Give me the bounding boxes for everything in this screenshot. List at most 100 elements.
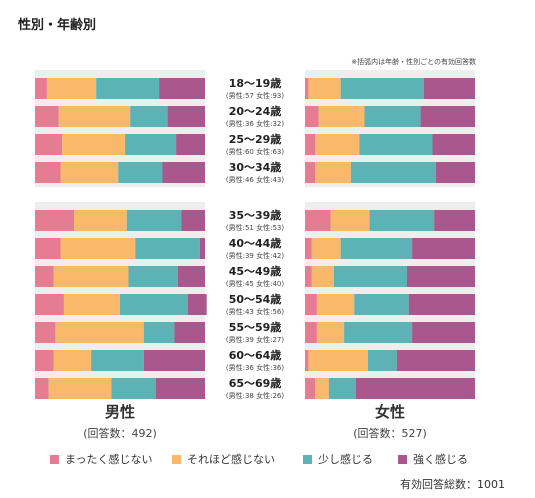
bar-segment xyxy=(305,162,316,183)
bar-segment xyxy=(35,162,61,183)
bar-segment xyxy=(340,238,413,259)
bar-segment xyxy=(315,134,360,155)
bar-segment xyxy=(432,134,475,155)
bar-segment xyxy=(328,378,356,399)
panel-title-male: 男性 xyxy=(105,403,135,421)
bar-segment xyxy=(91,350,144,371)
age-label: 30〜34歳 xyxy=(229,160,282,174)
bar-segment xyxy=(369,210,435,231)
sample-size-label: (男性:39 女性:42) xyxy=(226,251,284,260)
bar-segment xyxy=(318,106,365,127)
bar-segment xyxy=(305,322,317,343)
bar-segment xyxy=(359,134,433,155)
bar-segment xyxy=(305,266,312,287)
bar-segment xyxy=(367,350,397,371)
bar-segment xyxy=(35,106,59,127)
age-label: 20〜24歳 xyxy=(229,104,282,118)
bar-segment xyxy=(305,134,316,155)
legend-swatch xyxy=(172,455,181,464)
bar-segment xyxy=(424,78,475,99)
bar-segment xyxy=(356,378,475,399)
bar-segment xyxy=(396,350,475,371)
sample-size-label: (男性:51 女性:53) xyxy=(226,223,284,232)
age-label: 35〜39歳 xyxy=(229,208,282,222)
bar-segment xyxy=(53,266,129,287)
bar-segment xyxy=(46,78,97,99)
sample-size-label: (男性:43 女性:56) xyxy=(226,307,284,316)
legend-label: それほど感じない xyxy=(187,453,275,466)
bar-segment xyxy=(143,350,205,371)
panel-count-male: (回答数：492) xyxy=(83,426,157,440)
bar-segment xyxy=(35,78,47,99)
bar-segment xyxy=(311,266,334,287)
sample-size-label: (男性:46 女性:43) xyxy=(226,175,284,184)
bar-segment xyxy=(162,162,205,183)
age-label: 65〜69歳 xyxy=(229,376,282,390)
bar-segment xyxy=(305,238,312,259)
bar-segment xyxy=(412,238,475,259)
bar-segment xyxy=(333,266,407,287)
bar-segment xyxy=(316,322,345,343)
panel-title-female: 女性 xyxy=(375,403,405,421)
legend-label: 強く感じる xyxy=(413,453,468,466)
bar-segment xyxy=(181,210,205,231)
bar-segment xyxy=(35,134,63,155)
bar-segment xyxy=(315,378,329,399)
age-label: 50〜54歳 xyxy=(229,292,282,306)
chart-note: ※括弧内は年齢・性別ごとの有効回答数 xyxy=(351,57,476,66)
bar-segment xyxy=(155,378,205,399)
bar-segment xyxy=(350,162,436,183)
bar-segment xyxy=(118,162,163,183)
bar-segment xyxy=(130,106,168,127)
bar-segment xyxy=(176,134,205,155)
age-label: 55〜59歳 xyxy=(229,320,282,334)
bar-segment xyxy=(35,294,64,315)
bar-segment xyxy=(199,238,205,259)
bar-segment xyxy=(74,210,127,231)
bar-segment xyxy=(167,106,205,127)
bar-segment xyxy=(344,322,413,343)
bar-segment xyxy=(364,106,421,127)
age-label: 25〜29歳 xyxy=(229,132,282,146)
bar-segment xyxy=(35,378,49,399)
bar-segment xyxy=(159,78,205,99)
bar-segment xyxy=(96,78,160,99)
bar-segment xyxy=(316,294,355,315)
age-label: 60〜64歳 xyxy=(229,348,282,362)
bar-segment xyxy=(35,210,75,231)
bar-segment xyxy=(434,210,475,231)
bar-segment xyxy=(305,78,309,99)
sample-size-label: (男性:39 女性:27) xyxy=(226,335,284,344)
bar-segment xyxy=(311,238,341,259)
age-label: 45〜49歳 xyxy=(229,264,282,278)
bar-segment xyxy=(135,238,200,259)
age-label: 40〜44歳 xyxy=(229,236,282,250)
legend-label: 少し感じる xyxy=(318,453,373,466)
bar-segment xyxy=(35,266,54,287)
bar-segment xyxy=(60,162,119,183)
bar-segment xyxy=(305,294,317,315)
bar-segment xyxy=(354,294,409,315)
legend-swatch xyxy=(398,455,407,464)
bar-segment xyxy=(435,162,475,183)
sample-size-label: (男性:36 女性:32) xyxy=(226,119,284,128)
bar-segment xyxy=(125,134,177,155)
bar-segment xyxy=(55,322,144,343)
bar-segment xyxy=(174,322,205,343)
bar-segment xyxy=(308,350,368,371)
bar-segment xyxy=(420,106,475,127)
sample-size-label: (男性:38 女性:26) xyxy=(226,391,284,400)
bar-segment xyxy=(305,106,319,127)
bar-segment xyxy=(305,210,331,231)
legend-label: まったく感じない xyxy=(65,453,153,466)
bar-segment xyxy=(305,350,309,371)
total-respondents: 有効回答総数：1001 xyxy=(400,477,505,491)
bar-segment xyxy=(62,134,126,155)
legend-swatch xyxy=(50,455,59,464)
bar-segment xyxy=(60,238,136,259)
sample-size-label: (男性:45 女性:40) xyxy=(226,279,284,288)
page-title: 性別・年齢別 xyxy=(18,18,97,33)
bar-segment xyxy=(407,266,475,287)
panel-count-female: (回答数：527) xyxy=(353,426,427,440)
